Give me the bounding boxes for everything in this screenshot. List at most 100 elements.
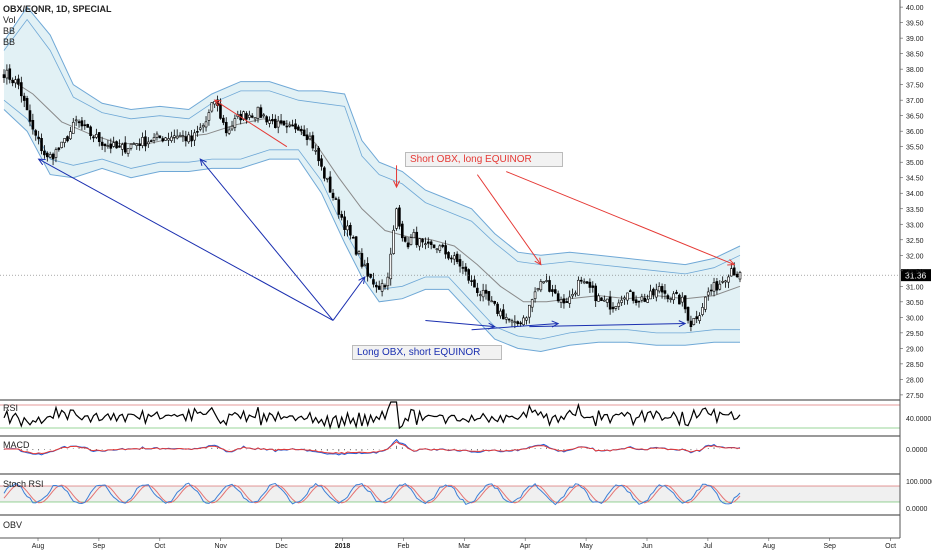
candle-up [669, 298, 673, 300]
candle-down [224, 122, 228, 134]
candle-down [40, 137, 43, 152]
candle-up [314, 149, 318, 152]
candle-down [447, 252, 450, 259]
price-axis-label: 28.00 [906, 377, 924, 384]
candle-up [721, 281, 724, 283]
candle-up [649, 290, 652, 300]
candle-down [415, 231, 419, 246]
price-axis-label: 29.00 [906, 346, 924, 353]
candle-down [507, 318, 511, 321]
rsi-level-label: 40.0000 [906, 416, 931, 423]
candle-down [556, 293, 560, 302]
candle-up [135, 143, 139, 146]
candle-up [248, 114, 251, 118]
candle-down [637, 300, 641, 303]
candle-up [210, 102, 214, 112]
candle-down [77, 121, 81, 124]
candle-down [426, 241, 430, 244]
candle-down [328, 176, 332, 193]
candle-up [412, 232, 416, 239]
candle-up [435, 248, 439, 251]
candle-down [660, 286, 664, 293]
candle-up [227, 129, 231, 134]
candle-down [259, 107, 263, 118]
candle-up [155, 133, 159, 138]
candle-down [400, 223, 404, 239]
candle-down [403, 236, 407, 242]
candle-down [144, 136, 147, 147]
candle-down [294, 123, 297, 130]
candle-down [562, 298, 566, 304]
candle-down [406, 242, 410, 248]
candle-up [207, 112, 211, 121]
candle-up [71, 121, 75, 134]
candle-down [458, 259, 462, 267]
candle-up [346, 225, 349, 231]
time-axis-label: May [579, 543, 593, 550]
candle-down [8, 68, 12, 80]
stoch-band-fill [0, 486, 900, 502]
candle-down [689, 320, 693, 327]
candle-down [666, 295, 670, 300]
candle-up [167, 138, 170, 141]
long-arrow [38, 158, 334, 321]
candle-down [608, 296, 612, 310]
candle-down [302, 129, 306, 137]
candle-down [383, 285, 387, 288]
candle-up [698, 315, 701, 321]
candle-down [375, 284, 378, 288]
candle-down [80, 120, 84, 127]
candle-down [190, 135, 193, 142]
time-axis-label: Aug [32, 543, 45, 550]
candle-up [141, 137, 144, 146]
candle-up [438, 245, 442, 251]
time-axis-label: Sep [823, 543, 836, 550]
price-axis-label: 38.00 [906, 67, 924, 74]
long-annotation: Long OBX, short EQUINOR [352, 345, 502, 360]
candle-down [487, 291, 491, 301]
candle-down [553, 289, 557, 294]
candle-down [340, 214, 344, 218]
candle-down [464, 266, 468, 272]
candle-up [198, 127, 202, 130]
candle-up [692, 317, 696, 325]
candle-down [470, 280, 473, 282]
candle-up [175, 135, 179, 139]
bb-outer-upper-line [3, 6, 741, 266]
price-axis-label: 38.50 [906, 52, 924, 59]
candle-down [28, 110, 32, 122]
candle-down [441, 244, 445, 247]
candle-down [643, 297, 647, 302]
macd-pane-title: MACD [3, 440, 30, 450]
candle-up [187, 134, 191, 143]
candle-up [424, 243, 427, 246]
candle-up [452, 255, 456, 260]
candle-down [271, 119, 274, 122]
price-axis-label: 34.50 [906, 176, 924, 183]
candle-down [695, 316, 699, 320]
candle-up [276, 120, 280, 128]
candle-down [548, 280, 551, 292]
candle-down [43, 150, 46, 156]
long-arrow [199, 158, 334, 321]
candle-down [652, 288, 655, 296]
symbol-title: OBX/EQNR, 1D, SPECIAL [3, 4, 112, 14]
candle-down [579, 279, 583, 282]
price-axis-label: 30.00 [906, 315, 924, 322]
candle-up [525, 317, 528, 321]
candle-up [230, 125, 234, 130]
short-annotation: Short OBX, long EQUINOR [405, 152, 563, 167]
candle-down [97, 132, 101, 143]
price-axis-label: 39.50 [906, 21, 924, 28]
candle-down [585, 281, 589, 284]
candle-up [542, 281, 546, 284]
candle-up [672, 293, 675, 301]
candle-down [274, 118, 277, 128]
candle-up [533, 291, 537, 299]
time-axis-label: Oct [885, 543, 896, 550]
candle-up [499, 310, 502, 317]
candle-up [395, 208, 398, 229]
candle-up [418, 238, 421, 247]
candle-down [161, 138, 165, 142]
